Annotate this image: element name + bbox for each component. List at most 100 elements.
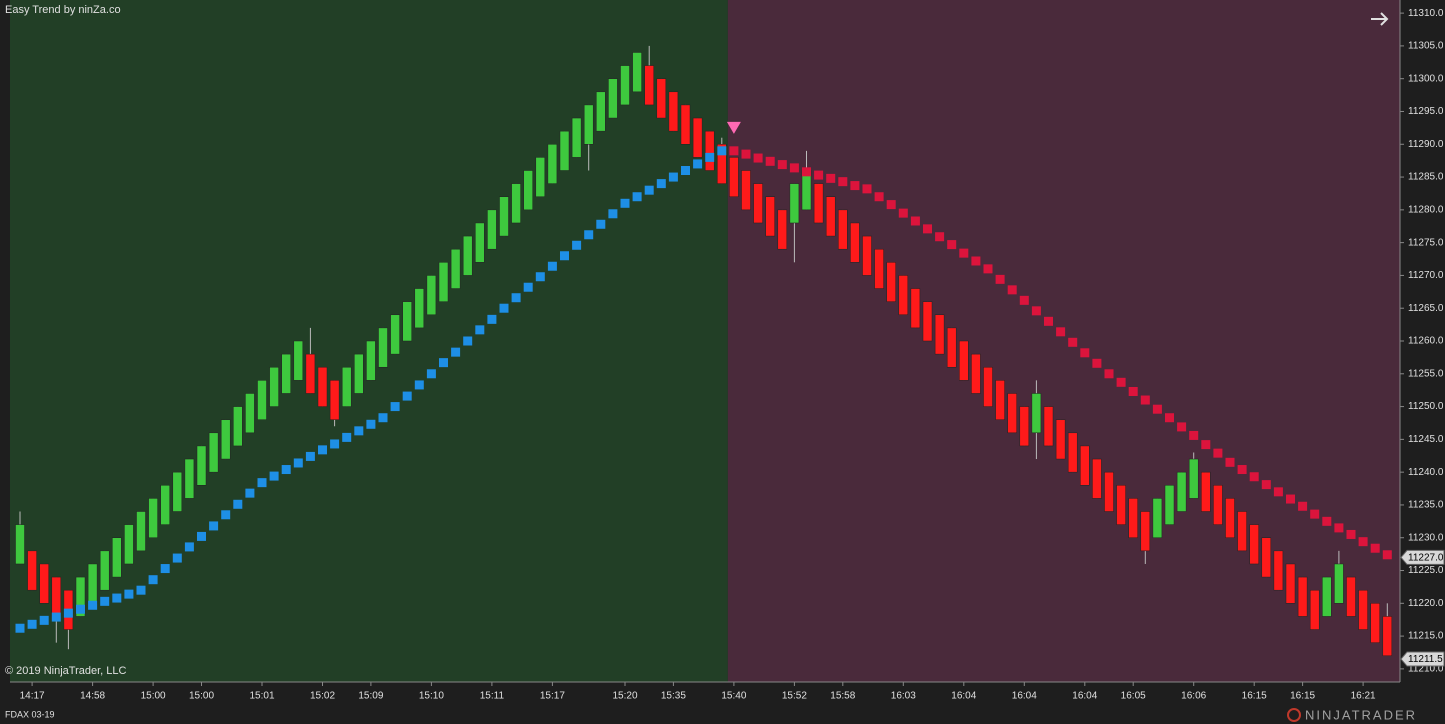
x-tick-label: 16:04 xyxy=(1072,691,1097,702)
trend-dot xyxy=(281,465,291,475)
candle-body xyxy=(99,550,110,591)
x-tick-label: 16:04 xyxy=(1012,691,1037,702)
candle-body xyxy=(172,471,183,512)
x-tick-label: 16:15 xyxy=(1290,691,1315,702)
trend-dot xyxy=(1152,404,1162,414)
trend-dot xyxy=(705,152,715,162)
y-tick-label: 11280.0 xyxy=(1408,204,1444,215)
candle-body xyxy=(1358,589,1368,630)
y-tick-label: 11310.0 xyxy=(1408,8,1444,19)
trend-dot xyxy=(826,173,836,183)
trend-dot xyxy=(160,564,170,574)
trend-dot xyxy=(1007,285,1017,295)
trend-dot xyxy=(1225,457,1235,467)
candle-body xyxy=(1370,603,1380,643)
candle-body xyxy=(717,144,727,184)
trend-dot xyxy=(426,369,436,379)
candle-body xyxy=(329,380,340,420)
trend-dot xyxy=(1261,480,1271,490)
trend-dot xyxy=(1286,494,1295,504)
candle-body xyxy=(317,366,328,407)
y-tick-label: 11240.0 xyxy=(1408,467,1444,478)
candle-body xyxy=(184,458,195,499)
candle-body xyxy=(559,130,570,171)
candle-body xyxy=(1225,498,1235,538)
trend-dot xyxy=(136,585,146,595)
candle-body xyxy=(220,419,231,460)
candle-body xyxy=(136,511,146,552)
x-tick-label: 15:20 xyxy=(612,691,637,702)
candle-body xyxy=(729,157,739,197)
candle-body xyxy=(378,327,388,368)
x-tick-label: 15:02 xyxy=(310,691,335,702)
trend-dot xyxy=(1213,448,1223,458)
candle-body xyxy=(1080,445,1090,486)
trend-dot xyxy=(959,248,969,258)
trend-dot xyxy=(1310,509,1320,519)
trend-dot xyxy=(209,521,219,531)
candle-body xyxy=(765,196,775,237)
price-marker-label: 11227.0 xyxy=(1408,553,1444,564)
trend-dot xyxy=(947,240,957,250)
trend-dot xyxy=(402,391,412,401)
candle-body xyxy=(87,563,98,604)
trend-dot xyxy=(51,612,61,622)
trend-dot xyxy=(233,499,243,509)
candle-body xyxy=(596,91,606,132)
y-tick-label: 11295.0 xyxy=(1408,106,1444,117)
candle-body xyxy=(354,353,364,394)
trend-dot xyxy=(741,149,751,159)
trend-dot xyxy=(124,589,134,599)
trend-dot xyxy=(1273,487,1283,497)
trend-dot xyxy=(935,232,945,242)
trend-dot xyxy=(172,553,182,563)
trend-dot xyxy=(184,542,194,552)
candle-body xyxy=(148,498,158,538)
y-tick-label: 11275.0 xyxy=(1408,237,1444,248)
x-tick-label: 15:35 xyxy=(661,691,686,702)
y-tick-label: 11300.0 xyxy=(1408,73,1444,84)
candle-body xyxy=(1297,576,1308,617)
candle-body xyxy=(813,183,824,224)
trend-dot xyxy=(535,272,545,282)
candle-body xyxy=(1237,511,1247,552)
candle-body xyxy=(426,275,437,316)
y-tick-label: 11210.0 xyxy=(1408,664,1444,675)
trend-dot xyxy=(753,153,763,163)
trend-dot xyxy=(910,216,920,226)
scroll-arrow[interactable] xyxy=(1371,12,1389,26)
trend-dot xyxy=(1104,369,1114,379)
trend-dot xyxy=(487,314,497,324)
y-tick-label: 11245.0 xyxy=(1408,434,1444,445)
candle-body xyxy=(450,248,461,289)
trend-dot xyxy=(499,303,509,313)
trend-dot xyxy=(39,615,49,625)
trend-dot xyxy=(197,531,206,541)
candle-body xyxy=(910,288,921,329)
trend-dot xyxy=(681,166,690,175)
candle-body xyxy=(608,78,618,119)
candle-body xyxy=(390,314,400,355)
trend-dot xyxy=(862,184,872,194)
x-tick-label: 16:06 xyxy=(1181,691,1206,702)
trend-dot xyxy=(1116,377,1126,387)
trend-dot xyxy=(923,224,932,234)
trend-dot xyxy=(1177,422,1187,432)
trend-dot xyxy=(439,358,448,368)
trend-dot xyxy=(995,274,1005,284)
candle-body xyxy=(1092,458,1102,499)
candle-body xyxy=(946,327,957,368)
trend-dot xyxy=(1128,386,1138,396)
candle-body xyxy=(1055,419,1066,460)
x-tick-label: 15:52 xyxy=(782,691,807,702)
trend-dot xyxy=(148,575,158,585)
candle-body xyxy=(208,432,219,473)
candle-body xyxy=(1334,563,1344,604)
trend-dot xyxy=(318,445,327,455)
candle-body xyxy=(886,262,896,302)
trend-dot xyxy=(1031,306,1041,316)
candle-body xyxy=(293,340,304,381)
candle-body xyxy=(269,366,279,407)
candle-body xyxy=(1164,485,1175,525)
candle-body xyxy=(1019,406,1030,447)
